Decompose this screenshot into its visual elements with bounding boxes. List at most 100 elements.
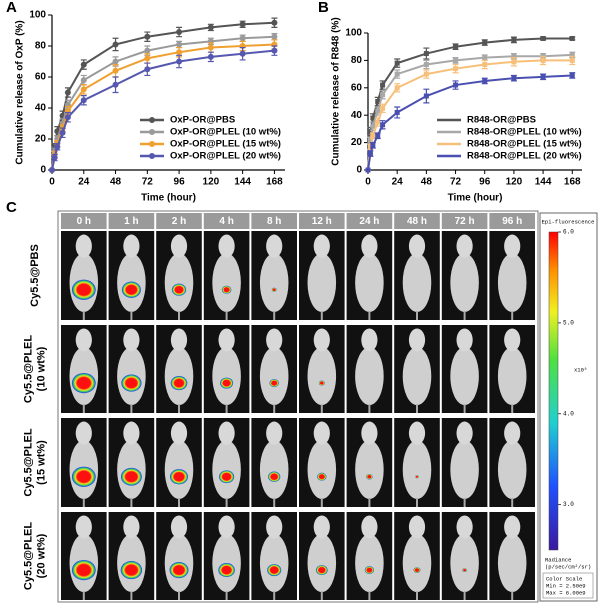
marker <box>207 44 214 51</box>
mouse-head <box>456 328 473 352</box>
marker <box>239 50 246 57</box>
legend-marker <box>149 129 155 135</box>
timepoint-label: 48 h <box>407 216 427 227</box>
marker <box>144 66 151 73</box>
mouse-body <box>355 534 384 593</box>
group-label: Cy5.5@PLEL <box>22 522 34 590</box>
marker <box>453 82 459 88</box>
mouse-body <box>164 253 194 312</box>
marker <box>540 74 546 80</box>
marker <box>482 78 488 84</box>
signal <box>219 470 235 484</box>
signal <box>317 472 327 481</box>
y-tick-label: 80 <box>351 55 363 66</box>
x-tick-label: 0 <box>49 177 55 188</box>
marker <box>80 61 87 68</box>
marker <box>59 129 66 136</box>
x-tick-label: 168 <box>266 177 283 188</box>
marker <box>365 167 371 173</box>
marker <box>51 154 58 161</box>
x-tick-label: 0 <box>365 177 371 188</box>
mouse-head <box>170 328 188 352</box>
timepoint-header-bg <box>394 213 440 229</box>
marker <box>370 133 376 139</box>
marker <box>453 44 459 50</box>
marker <box>367 137 373 143</box>
y-axis-label: Cumulative release of OxP (%) <box>15 20 26 164</box>
marker <box>540 57 546 63</box>
marker <box>453 66 459 72</box>
legend-label: R848-OR@PLEL (10 wt%) <box>467 127 582 138</box>
y-tick-label: 100 <box>29 10 46 21</box>
mouse-head <box>313 328 330 352</box>
marker <box>370 142 376 148</box>
marker <box>394 85 400 91</box>
mouse-body <box>259 440 289 499</box>
panel-label: A <box>6 0 17 16</box>
colorbar-title: Epi-fluorescence <box>542 218 595 225</box>
mouse-head <box>313 421 330 445</box>
marker <box>144 55 151 62</box>
marker <box>49 167 55 173</box>
signal <box>120 560 143 580</box>
marker <box>482 40 488 46</box>
marker <box>423 93 429 99</box>
panel-label: B <box>318 0 329 16</box>
legend-label: OxP-OR@PLEL (20 wt%) <box>170 151 281 162</box>
marker <box>511 75 517 81</box>
marker <box>394 60 400 66</box>
mouse-body <box>355 347 384 406</box>
colorbar-tick-label: 5.0 <box>563 319 574 326</box>
mouse-head <box>361 328 378 352</box>
mouse-body <box>355 253 384 312</box>
timepoint-label: 4 h <box>219 216 233 227</box>
legend-marker <box>149 141 155 147</box>
marker <box>423 71 429 77</box>
marker <box>176 58 183 65</box>
mouse-head <box>408 515 426 539</box>
signal <box>121 374 142 392</box>
mouse-head <box>123 421 140 445</box>
y-tick-label: 20 <box>35 134 47 145</box>
mouse-head <box>75 421 92 445</box>
signal <box>71 279 96 300</box>
mouse-body <box>212 440 241 499</box>
marker <box>569 35 575 41</box>
mouse-head <box>408 421 426 445</box>
mouse-head <box>218 515 235 539</box>
marker <box>375 108 381 114</box>
marker <box>511 59 517 65</box>
marker <box>423 51 429 57</box>
timepoint-header-bg <box>203 213 250 229</box>
group-label: (15 wt%) <box>35 440 47 485</box>
mouse-body <box>259 347 289 406</box>
mouse-body <box>450 253 479 312</box>
y-tick-label: 60 <box>35 72 47 83</box>
mouse-head <box>218 328 235 352</box>
marker <box>207 53 214 60</box>
signal <box>170 376 188 391</box>
mouse-head <box>266 328 283 352</box>
y-axis-label: Cumulative release of R848 (%) <box>331 17 342 165</box>
mouse-head <box>75 234 92 258</box>
signal <box>269 379 279 388</box>
timepoint-header-bg <box>346 213 393 229</box>
y-tick-label: 100 <box>345 28 362 39</box>
marker <box>239 21 246 28</box>
timepoint-label: 2 h <box>172 216 186 227</box>
scale-box <box>542 572 594 599</box>
mouse-body <box>402 440 432 499</box>
marker <box>80 97 87 104</box>
marker <box>375 119 381 125</box>
signal <box>221 285 232 294</box>
colorbar-unit: Radiance <box>545 556 571 563</box>
signal <box>268 471 281 482</box>
panel-label: C <box>6 199 17 216</box>
x-tick-label: 168 <box>564 177 581 188</box>
marker <box>511 53 517 59</box>
x-tick-label: 48 <box>110 177 122 188</box>
group-label: Cy5.5@PLEL <box>22 335 34 403</box>
timepoint-header-bg <box>489 213 535 229</box>
marker <box>569 52 575 58</box>
marker <box>367 151 373 157</box>
